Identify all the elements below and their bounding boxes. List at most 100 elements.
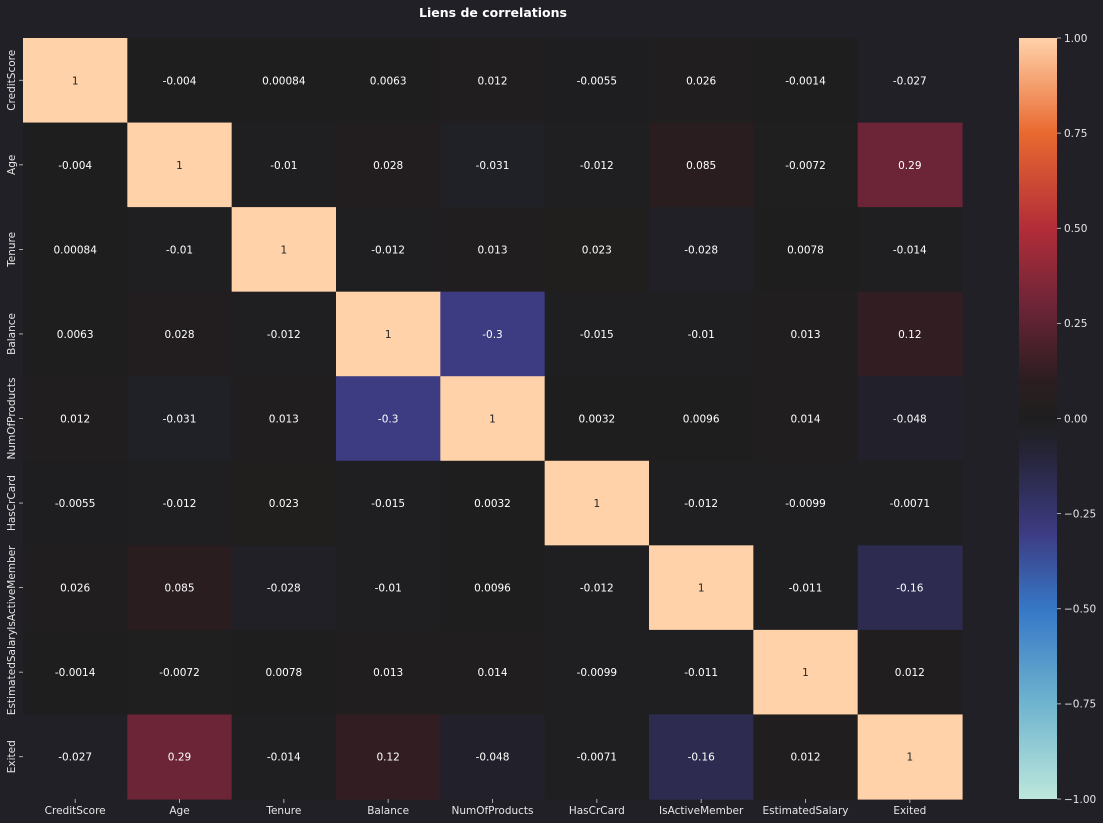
heatmap-cell <box>649 629 754 716</box>
heatmap-cell <box>440 207 546 293</box>
heatmap-cell <box>336 545 441 631</box>
y-tick-label: Tenure <box>6 232 18 268</box>
colorbar-tick-label: 0.25 <box>1064 318 1087 330</box>
cell-annotation: 0.028 <box>164 329 194 341</box>
cell-annotation: 1 <box>698 583 705 595</box>
cell-annotation: 0.12 <box>898 329 921 341</box>
cell-annotation: 0.013 <box>269 414 299 426</box>
cell-annotation: -0.015 <box>371 498 405 510</box>
cell-annotation: -0.16 <box>896 583 923 595</box>
cell-annotation: 0.0063 <box>370 75 407 87</box>
heatmap-cell <box>753 460 859 546</box>
cell-annotation: 0.0032 <box>578 414 615 426</box>
cell-annotation: -0.01 <box>375 583 402 595</box>
y-tick-label: NumOfProducts <box>6 377 18 459</box>
heatmap-cell <box>649 714 754 800</box>
heatmap-cell <box>440 291 546 377</box>
colorbar-tick-label: −0.25 <box>1064 508 1096 520</box>
cell-annotation: -0.012 <box>684 498 718 510</box>
colorbar-tick-label: −1.00 <box>1064 794 1096 806</box>
cell-annotation: 1 <box>176 160 183 172</box>
colorbar-tick-label: −0.75 <box>1064 699 1096 711</box>
colorbar-gradient <box>1019 38 1057 799</box>
heatmap-cell <box>23 545 128 631</box>
colorbar-tick-label: 0.00 <box>1064 413 1087 425</box>
heatmap-cell <box>23 291 128 377</box>
cell-annotation: 0.023 <box>269 498 299 510</box>
heatmap-cell <box>753 714 859 800</box>
cell-annotation: 1 <box>489 414 496 426</box>
cell-annotation: -0.0071 <box>890 498 931 510</box>
cell-annotation: 0.29 <box>168 752 191 764</box>
heatmap-cell <box>23 376 128 462</box>
heatmap-cell <box>231 376 337 462</box>
x-tick-label: NumOfProducts <box>451 805 533 817</box>
y-tick-label: Exited <box>6 740 18 773</box>
heatmap-cell <box>127 376 233 462</box>
heatmap-cell <box>649 545 754 631</box>
heatmap-cell <box>231 545 337 631</box>
heatmap-cell <box>336 38 441 124</box>
cell-annotation: -0.048 <box>476 752 510 764</box>
cell-annotation: 0.00084 <box>262 75 306 87</box>
cell-annotation: -0.048 <box>893 414 927 426</box>
cell-annotation: 1 <box>72 75 79 87</box>
heatmap-cell <box>231 291 337 377</box>
heatmap-cell <box>544 714 650 800</box>
cell-annotation: 0.29 <box>898 160 921 172</box>
heatmap-cell <box>231 38 337 124</box>
heatmap-cell <box>857 376 963 462</box>
heatmap-cell <box>857 38 963 124</box>
heatmap-annotations: 1 -0.004 0.00084 0.0063 0.012 -0.0055 0.026 -0.… <box>53 75 930 763</box>
heatmap-cell <box>231 122 337 208</box>
heatmap-cell <box>544 122 650 208</box>
heatmap-cell <box>23 714 128 800</box>
heatmap-cell <box>23 38 128 124</box>
heatmap-cell <box>336 122 441 208</box>
heatmap-cell <box>753 122 859 208</box>
heatmap-cell <box>753 629 859 716</box>
cell-annotation: 0.012 <box>60 414 90 426</box>
heatmap-cell <box>544 376 650 462</box>
cell-annotation: -0.028 <box>684 244 718 256</box>
cell-annotation: 0.0032 <box>474 498 511 510</box>
cell-annotation: 1 <box>906 752 913 764</box>
cell-annotation: -0.004 <box>58 160 92 172</box>
heatmap-cell <box>440 122 546 208</box>
cell-annotation: -0.011 <box>789 583 823 595</box>
heatmap-cell <box>336 629 441 716</box>
y-tick-label: IsActiveMember <box>6 545 18 630</box>
cell-annotation: 0.085 <box>686 160 716 172</box>
y-tick-labels: CreditScore Age Tenure Balance NumOfProducts… <box>6 50 23 773</box>
cell-annotation: -0.027 <box>893 75 927 87</box>
heatmap-cell <box>23 207 128 293</box>
cell-annotation: -0.01 <box>166 244 193 256</box>
cell-annotation: 0.0063 <box>57 329 94 341</box>
cell-annotation: -0.012 <box>267 329 301 341</box>
heatmap-cell <box>649 291 754 377</box>
heatmap-cell <box>231 714 337 800</box>
heatmap-cell <box>127 122 233 208</box>
heatmap-cell <box>440 38 546 124</box>
heatmap-cell <box>231 460 337 546</box>
cell-annotation: 0.0096 <box>683 414 720 426</box>
cell-annotation: 1 <box>802 667 809 679</box>
heatmap-cell <box>23 460 128 546</box>
colorbar-tick-label: 1.00 <box>1064 33 1087 45</box>
heatmap-cell <box>544 38 650 124</box>
cell-annotation: -0.3 <box>482 329 503 341</box>
cell-annotation: -0.011 <box>684 667 718 679</box>
heatmap-cell <box>649 207 754 293</box>
heatmap-cell <box>649 122 754 208</box>
cell-annotation: 0.0096 <box>474 583 511 595</box>
heatmap-cell <box>857 629 963 716</box>
cell-annotation: -0.028 <box>267 583 301 595</box>
cell-annotation: -0.014 <box>267 752 301 764</box>
cell-annotation: -0.012 <box>580 160 614 172</box>
cell-annotation: -0.015 <box>580 329 614 341</box>
heatmap-cell <box>127 291 233 377</box>
heatmap-cell <box>127 629 233 716</box>
colorbar: 1.00 0.75 0.50 0.25 0.00 −0.25 −0.50 −0.75 −1.00 <box>1019 33 1096 806</box>
heatmap-cell <box>544 629 650 716</box>
